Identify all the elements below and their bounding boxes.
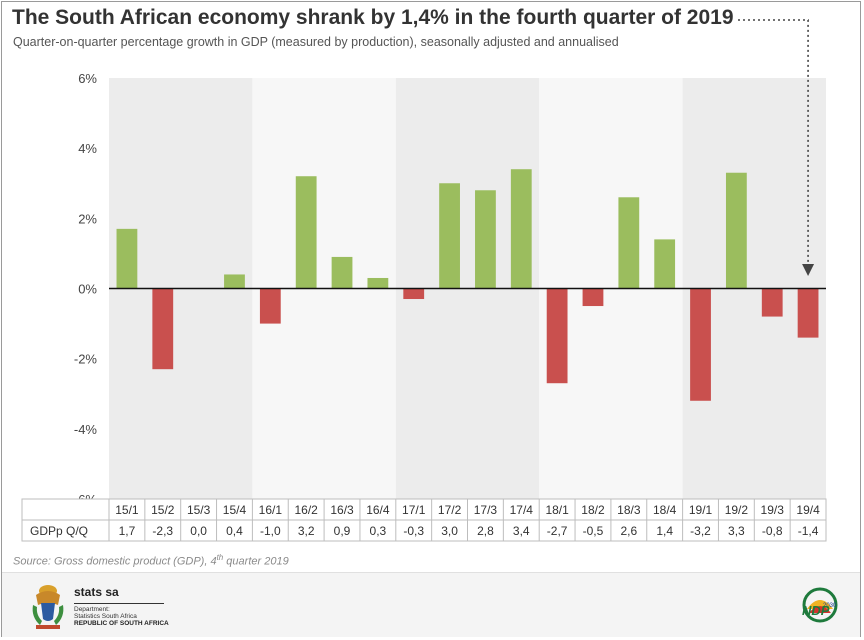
x-tick-label: 19/1 [689, 503, 713, 517]
bar [331, 256, 353, 289]
x-tick-label: 16/3 [330, 503, 354, 517]
coat-of-arms-icon [32, 585, 64, 629]
table-row-label: GDPp Q/Q [30, 524, 88, 538]
data-label: -1,0 [260, 524, 281, 538]
y-tick-label: -2% [74, 352, 98, 367]
x-tick-label: 17/1 [402, 503, 426, 517]
chart-title: The South African economy shrank by 1,4%… [12, 6, 734, 29]
chart-subtitle: Quarter-on-quarter percentage growth in … [13, 35, 619, 49]
pointer-arrow-head [802, 264, 815, 276]
data-label: -0,8 [762, 524, 783, 538]
x-tick-label: 15/2 [151, 503, 175, 517]
bar [546, 288, 568, 384]
x-tick-label: 17/2 [438, 503, 462, 517]
data-label: -2,3 [152, 524, 173, 538]
data-label: -3,2 [690, 524, 711, 538]
bar [224, 274, 245, 289]
data-label: 3,3 [728, 524, 745, 538]
x-tick-label: 19/2 [725, 503, 749, 517]
country-text: REPUBLIC OF SOUTH AFRICA [74, 620, 169, 627]
data-label: 0,4 [226, 524, 243, 538]
x-tick-label: 16/2 [294, 503, 318, 517]
bar [725, 172, 747, 289]
data-label: 0,9 [334, 524, 351, 538]
bar [152, 288, 174, 370]
x-tick-label: 15/1 [115, 503, 139, 517]
bar [582, 288, 604, 307]
pointer-arrow-line [738, 19, 809, 266]
bar [690, 288, 711, 401]
bar [510, 169, 532, 289]
bar [654, 239, 676, 289]
y-tick-label: -4% [74, 422, 98, 437]
x-tick-label: 15/4 [223, 503, 247, 517]
bar [618, 197, 640, 289]
department-text: Department: Statistics South Africa [74, 606, 137, 620]
bar [367, 277, 389, 289]
svg-text:2030: 2030 [823, 603, 837, 609]
data-label: 2,8 [477, 524, 494, 538]
stats-sa-logo-text: stats sa [74, 585, 119, 599]
bar [797, 288, 819, 338]
bar [761, 288, 783, 317]
data-label: -1,4 [798, 524, 819, 538]
data-label: 3,2 [298, 524, 315, 538]
source-note: Source: Gross domestic product (GDP), 4t… [13, 553, 289, 568]
x-tick-label: 18/2 [581, 503, 605, 517]
bar [475, 190, 496, 289]
data-label: 3,4 [513, 524, 530, 538]
y-tick-label: 2% [78, 211, 97, 226]
bar [403, 288, 425, 300]
data-label: 2,6 [620, 524, 637, 538]
x-tick-label: 16/1 [259, 503, 283, 517]
y-tick-label: 0% [78, 282, 97, 297]
data-label: -2,7 [547, 524, 568, 538]
ndp-logo-text: NDP [802, 603, 830, 618]
x-tick-label: 19/3 [761, 503, 785, 517]
data-label: -0,3 [403, 524, 424, 538]
bar [295, 176, 317, 289]
x-tick-label: 19/4 [796, 503, 820, 517]
bar [116, 228, 138, 289]
bar [259, 288, 281, 324]
data-label: -0,5 [583, 524, 604, 538]
x-tick-label: 18/3 [617, 503, 641, 517]
x-tick-label: 15/3 [187, 503, 211, 517]
y-tick-label: 6% [78, 71, 97, 86]
footer-bar: stats sa Department: Statistics South Afr… [2, 572, 860, 637]
y-tick-label: 4% [78, 141, 97, 156]
data-label: 0,0 [190, 524, 207, 538]
x-tick-label: 17/4 [510, 503, 534, 517]
logo-divider [74, 603, 164, 604]
data-label: 0,3 [370, 524, 387, 538]
x-tick-label: 18/1 [545, 503, 569, 517]
x-tick-label: 16/4 [366, 503, 390, 517]
x-tick-label: 18/4 [653, 503, 677, 517]
data-label: 3,0 [441, 524, 458, 538]
bar [439, 183, 460, 289]
gdp-bar-chart: -6%-4%-2%0%2%4%6%GDPp Q/Q15/11,715/2-2,3… [21, 19, 827, 542]
x-tick-label: 17/3 [474, 503, 498, 517]
data-label: 1,7 [119, 524, 136, 538]
ndp-logo-icon: 2030 [802, 587, 838, 623]
data-label: 1,4 [656, 524, 673, 538]
